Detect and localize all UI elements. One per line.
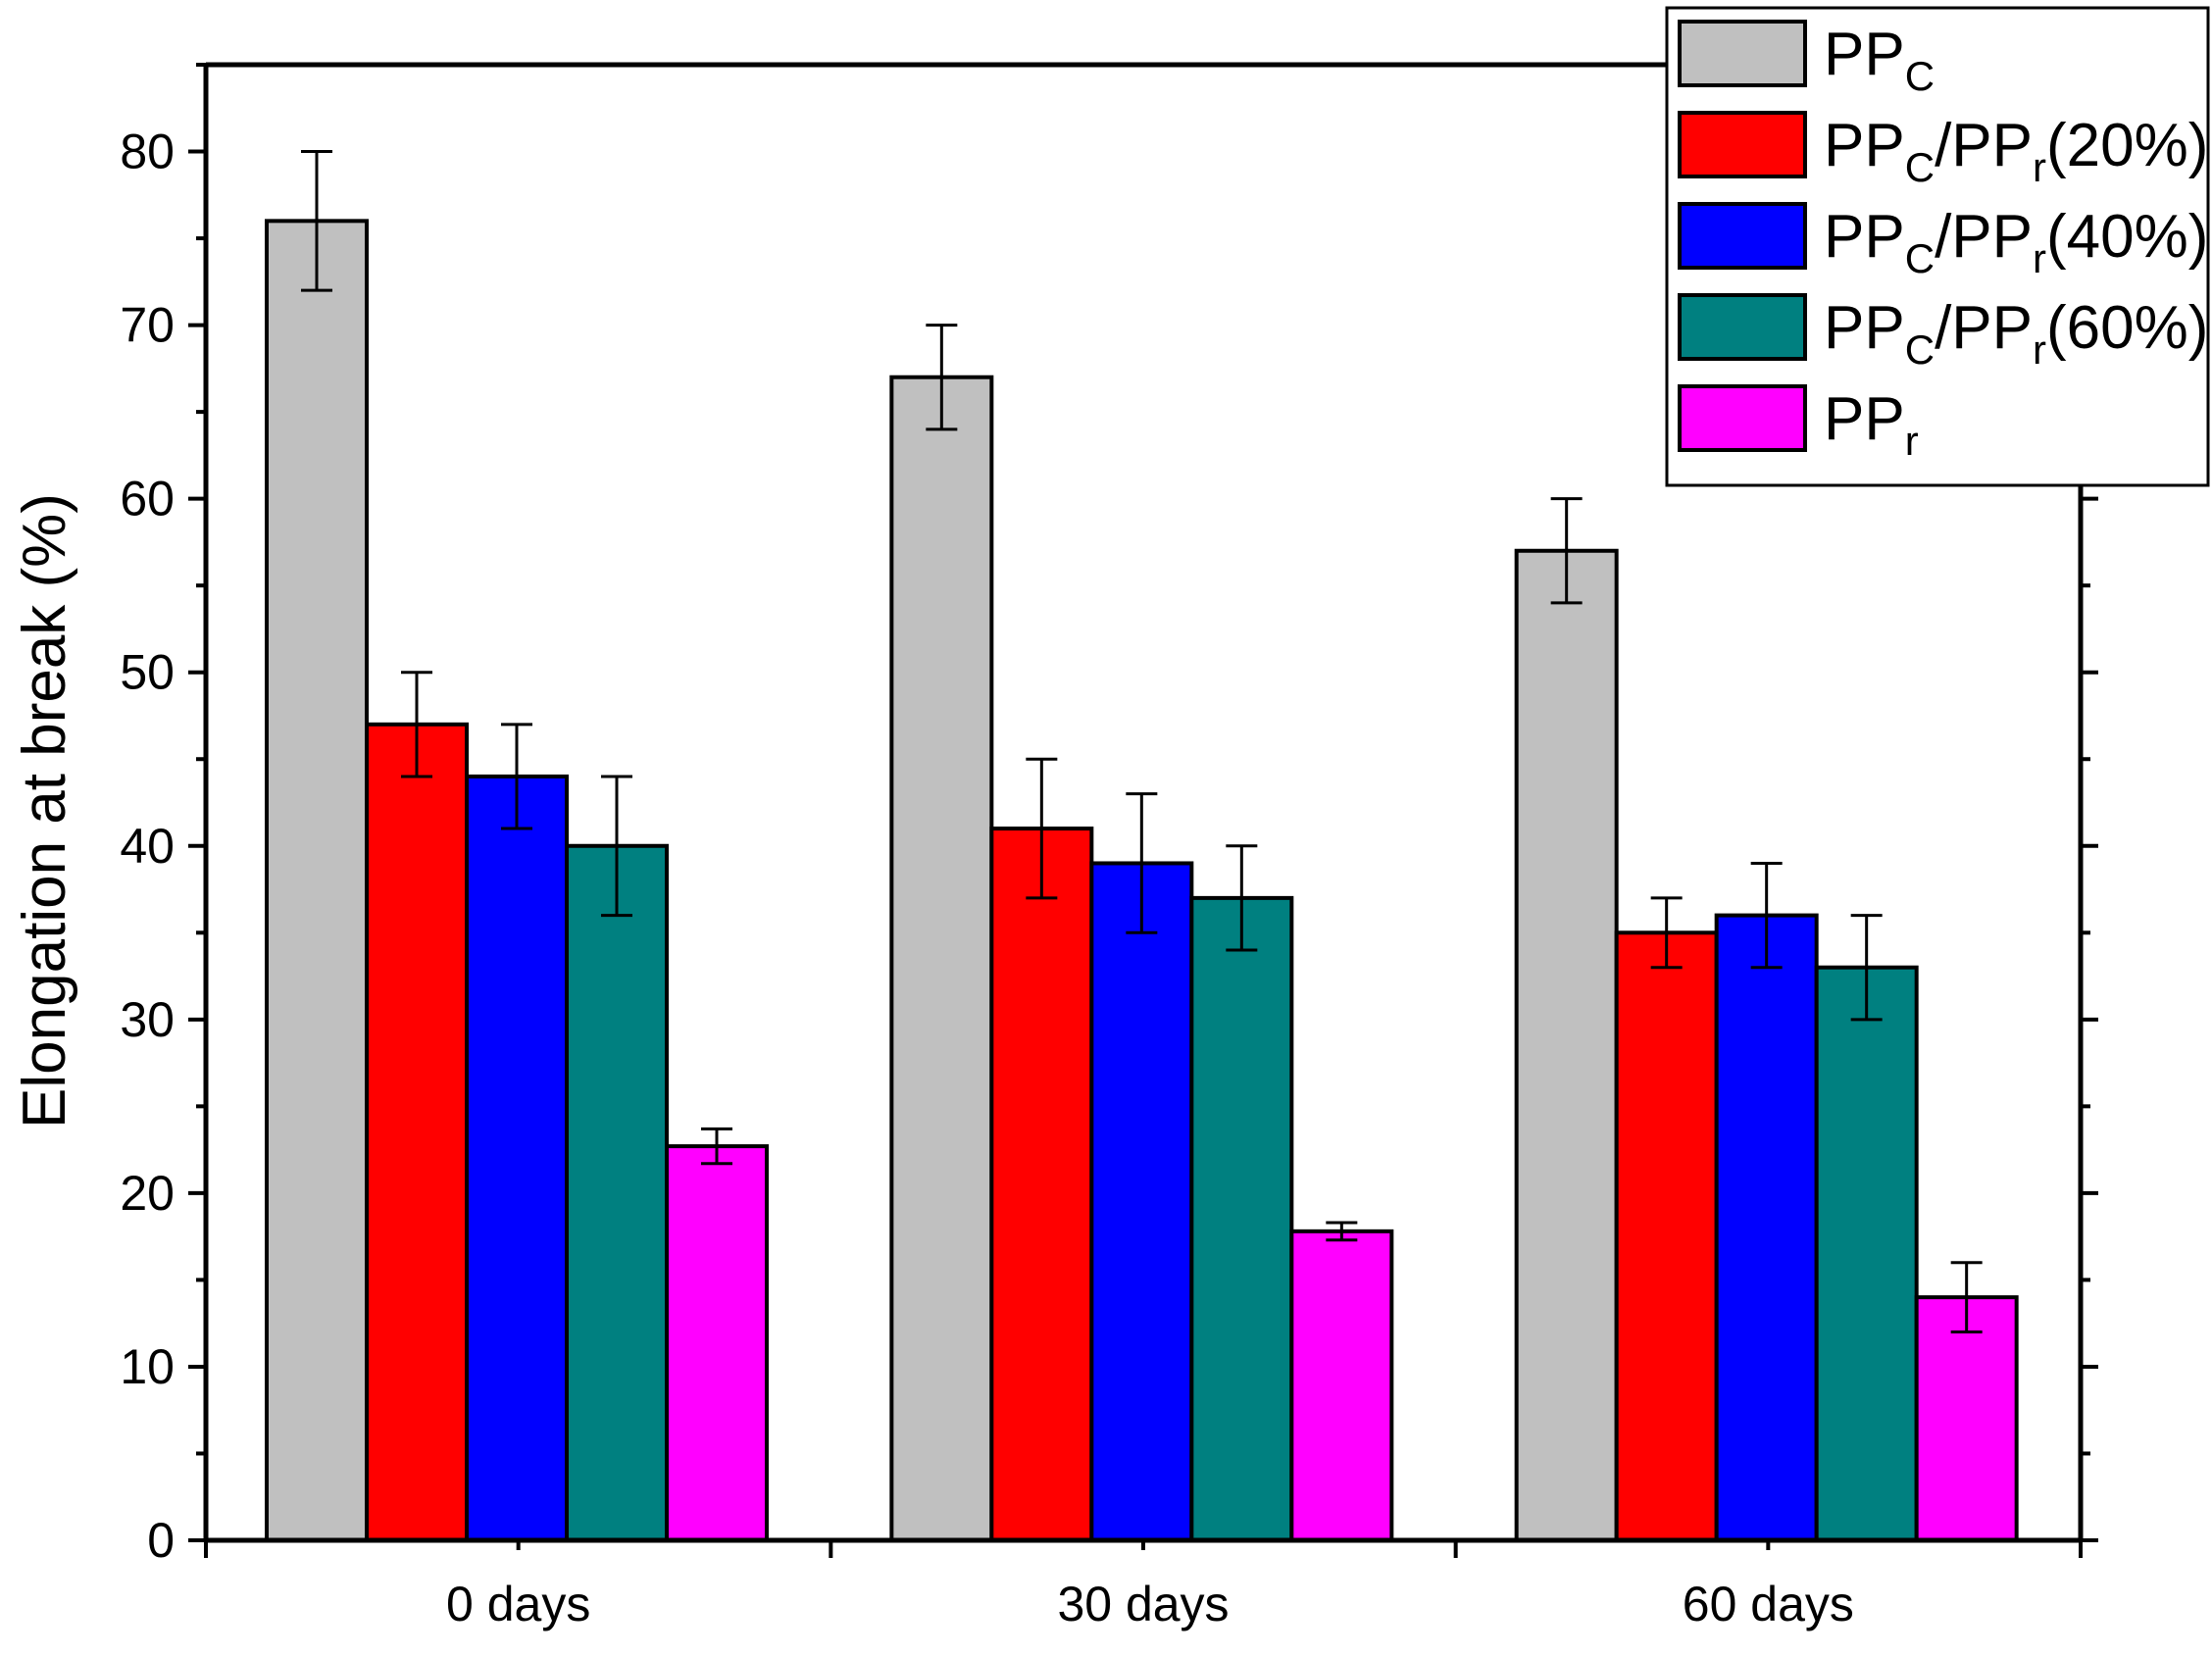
bar-4-2 <box>1914 1295 2019 1543</box>
y-tick-label: 40 <box>120 819 175 874</box>
bar-1-2 <box>1614 930 1719 1542</box>
error-bar-3-1 <box>1226 844 1258 952</box>
error-bar-1-2 <box>1650 896 1683 970</box>
bar-3-1 <box>1189 895 1294 1542</box>
y-tick-label: 80 <box>120 125 175 179</box>
bar-2-2 <box>1714 913 1819 1542</box>
legend-item-2: PPC/PPr(40%) <box>1678 202 2208 281</box>
y-tick-label: 70 <box>120 298 175 353</box>
y-tick-label: 0 <box>147 1513 175 1568</box>
y-tick-label: 50 <box>120 645 175 700</box>
legend: PPC PPC/PPr(20%) PPC/PPr(40%) PPC/PPr(60%) P… <box>1665 6 2210 487</box>
bar-1-1 <box>989 827 1094 1542</box>
y-tick-label: 20 <box>120 1166 175 1221</box>
legend-swatch <box>1678 384 1807 452</box>
y-tick-label: 30 <box>120 992 175 1047</box>
bar-3-0 <box>565 843 669 1542</box>
x-tick-label: 30 days <box>1057 1577 1229 1631</box>
error-bar-1-1 <box>1026 757 1058 900</box>
bar-4-0 <box>665 1144 769 1542</box>
bar-0-1 <box>889 375 994 1542</box>
error-bar-4-2 <box>1950 1261 1983 1334</box>
bar-1-0 <box>365 722 469 1542</box>
bar-2-0 <box>465 774 569 1542</box>
bar-0-0 <box>265 219 369 1543</box>
error-bar-4-0 <box>701 1127 732 1166</box>
legend-label: PPC/PPr(60%) <box>1824 294 2208 373</box>
error-bar-3-2 <box>1850 914 1883 1022</box>
y-tick-label: 10 <box>120 1339 175 1394</box>
error-bar-2-1 <box>1126 792 1158 934</box>
legend-item-1: PPC/PPr(20%) <box>1678 111 2208 190</box>
error-bar-0-2 <box>1550 497 1583 605</box>
legend-swatch <box>1678 20 1807 87</box>
legend-label: PPr <box>1824 385 1919 464</box>
x-tick-label: 0 days <box>446 1577 590 1631</box>
error-bar-1-0 <box>401 671 432 778</box>
bar-0-2 <box>1514 548 1619 1542</box>
error-bar-2-2 <box>1750 861 1783 970</box>
error-bar-4-1 <box>1326 1221 1358 1242</box>
y-tick-label: 60 <box>120 472 175 527</box>
error-bar-2-0 <box>501 723 532 830</box>
legend-label: PPC <box>1824 21 1935 99</box>
bar-3-2 <box>1814 965 1919 1542</box>
error-bar-3-0 <box>601 775 632 918</box>
legend-swatch <box>1678 111 1807 178</box>
legend-item-4: PPr <box>1678 384 1919 464</box>
bar-2-1 <box>1089 861 1194 1542</box>
legend-item-0: PPC <box>1678 20 1935 99</box>
tick-labels: 0 10 20 30 40 50 60 70 80 0 days 30 days 60 days <box>120 125 1854 1631</box>
error-bar-0-0 <box>301 150 332 292</box>
x-tick-label: 60 days <box>1683 1577 1854 1631</box>
error-bars <box>301 150 1983 1334</box>
legend-swatch <box>1678 293 1807 361</box>
legend-label: PPC/PPr(40%) <box>1824 203 2208 281</box>
legend-swatch <box>1678 202 1807 270</box>
error-bar-0-1 <box>926 324 958 431</box>
bar-4-1 <box>1289 1229 1394 1543</box>
y-axis-title: Elongation at break (%) <box>11 493 78 1129</box>
legend-label: PPC/PPr(20%) <box>1824 112 2208 190</box>
legend-item-3: PPC/PPr(60%) <box>1678 293 2208 373</box>
